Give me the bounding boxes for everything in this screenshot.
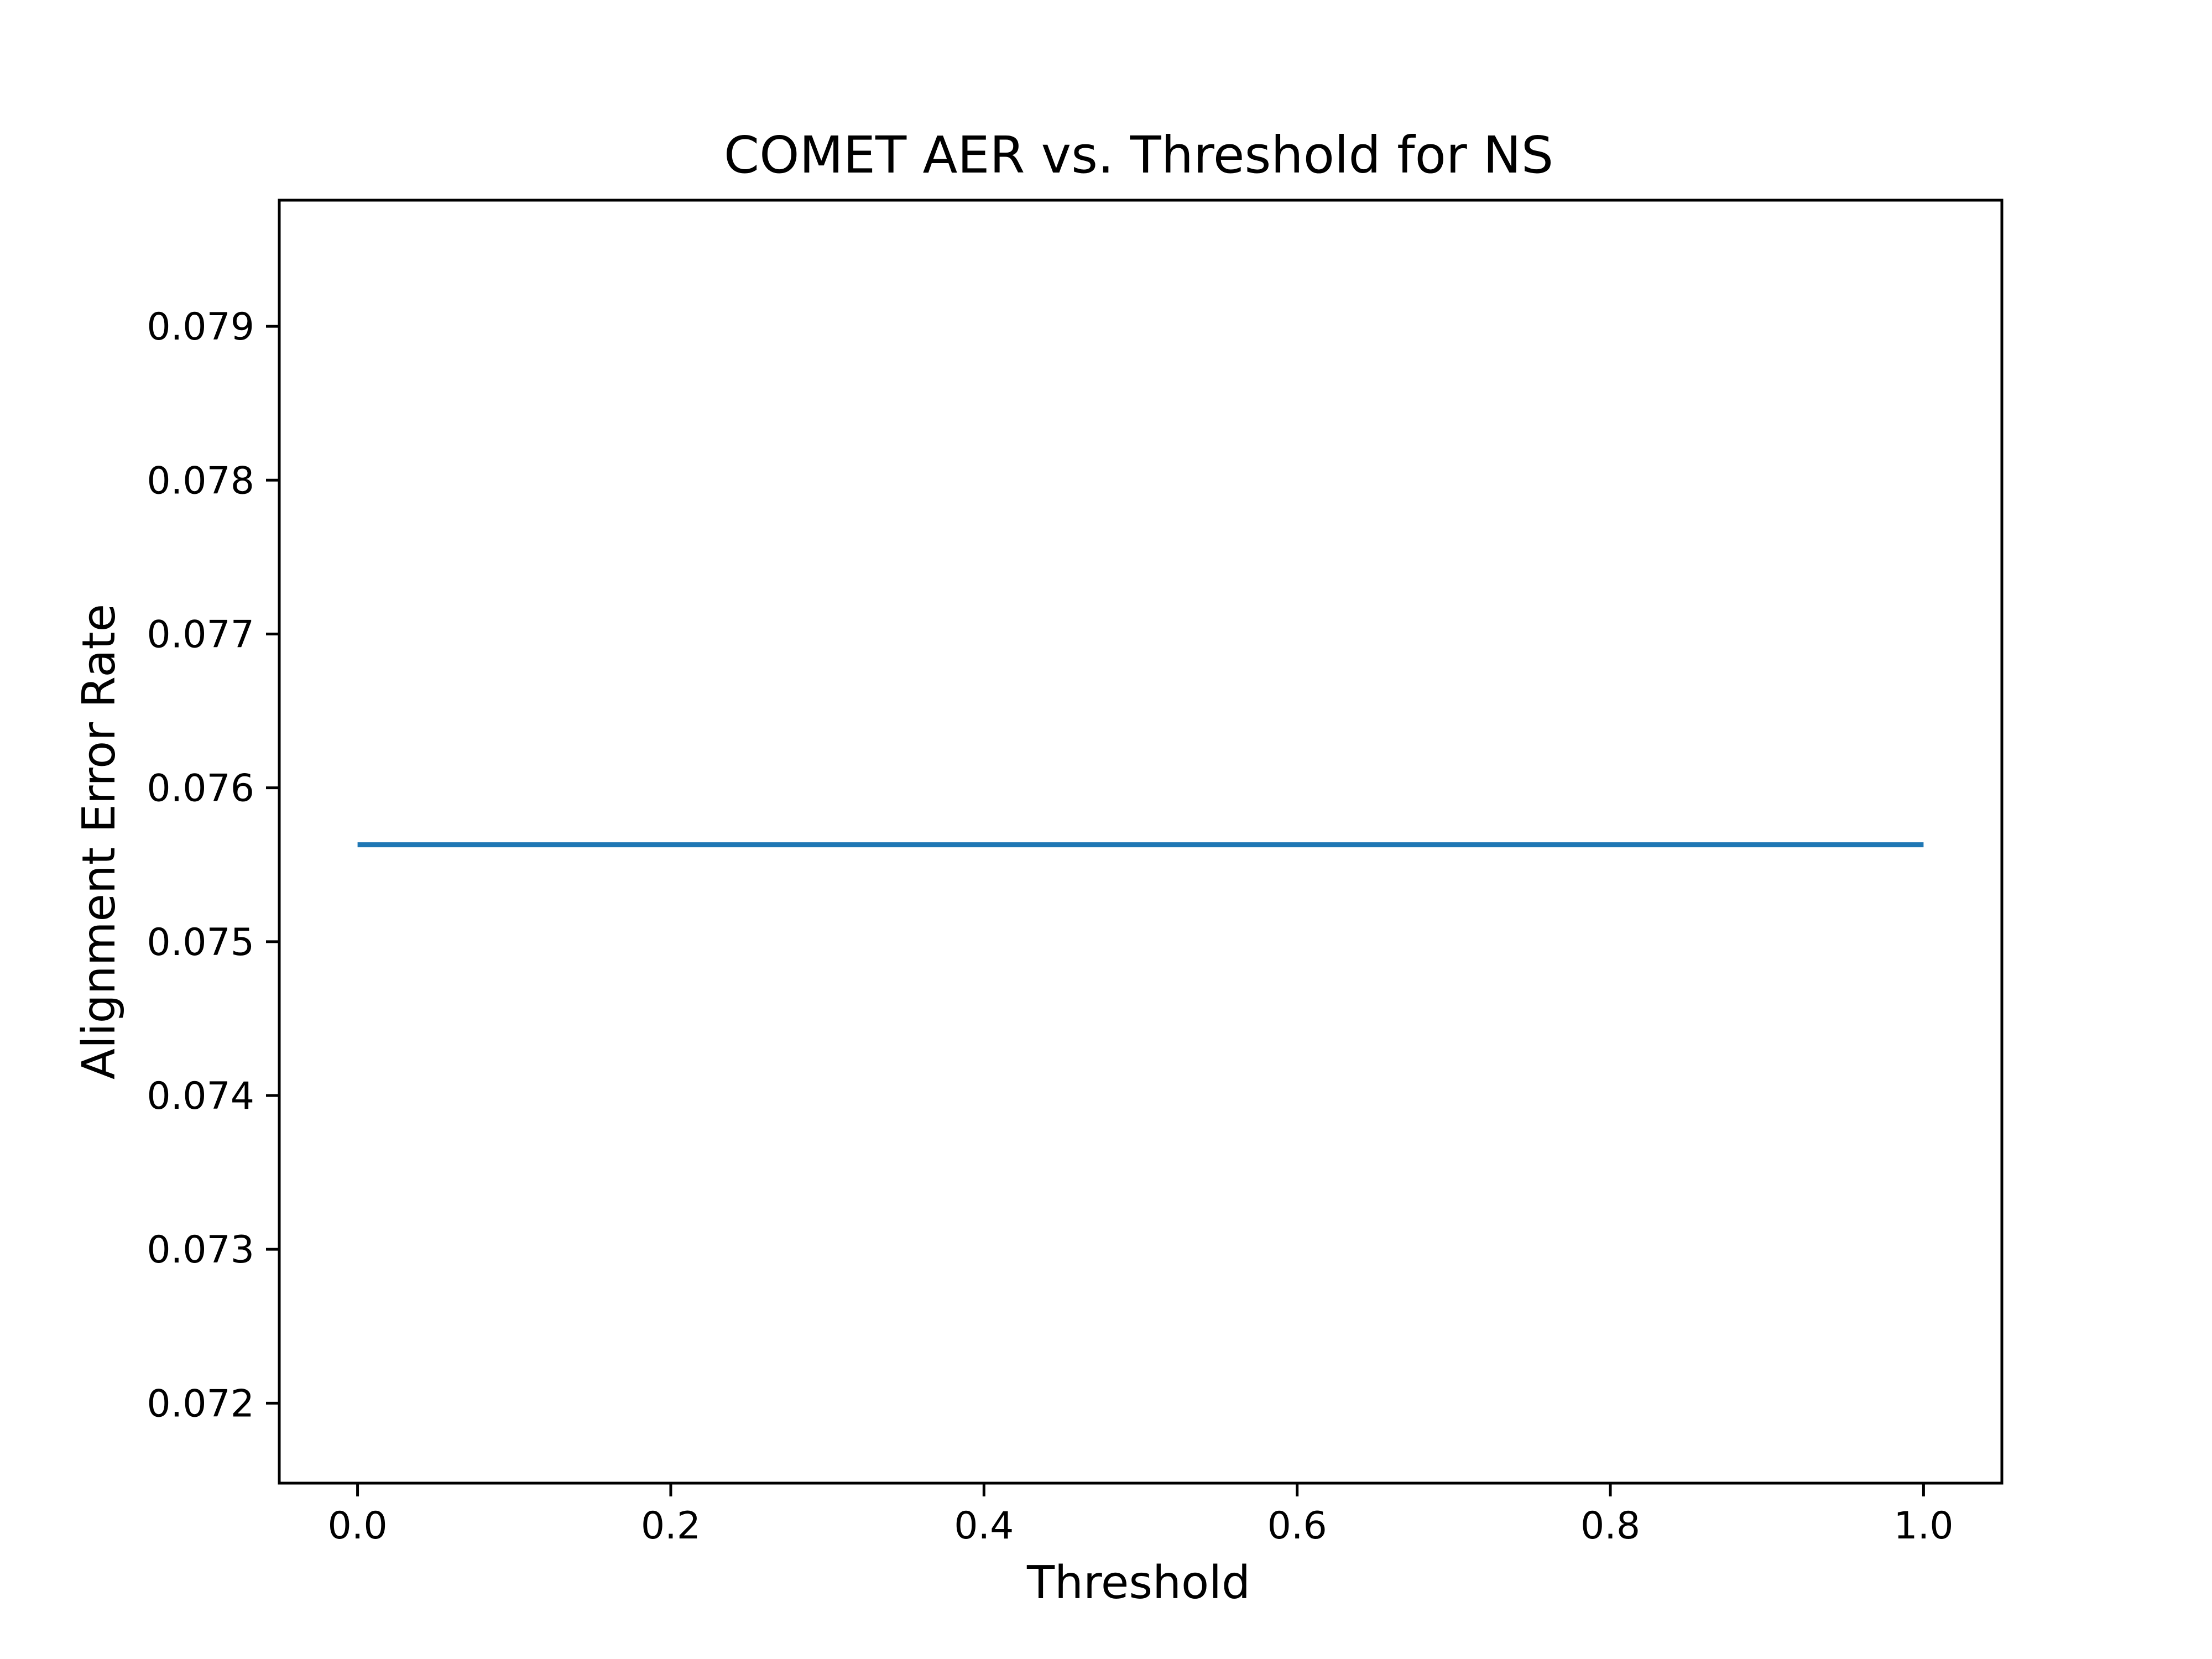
- x-tick-label: 0.0: [328, 1504, 388, 1548]
- x-axis-ticks: 0.0 0.2 0.4 0.6 0.8 1.0: [328, 1483, 1953, 1548]
- y-tick-label: 0.074: [147, 1074, 254, 1118]
- x-tick-label: 0.6: [1267, 1504, 1327, 1548]
- y-tick-label: 0.072: [147, 1382, 254, 1426]
- y-axis-ticks: 0.072 0.073 0.074 0.075 0.076 0.077 0.078 0.079: [147, 305, 279, 1426]
- x-tick-label: 0.8: [1580, 1504, 1640, 1548]
- x-tick-label: 0.4: [954, 1504, 1014, 1548]
- x-tick-label: 0.2: [641, 1504, 701, 1548]
- x-tick-label: 1.0: [1893, 1504, 1953, 1548]
- x-axis-label: Threshold: [1026, 1557, 1250, 1609]
- y-tick-label: 0.075: [147, 921, 254, 964]
- plot-frame: [278, 199, 2004, 1485]
- y-tick-label: 0.076: [147, 767, 254, 811]
- y-tick-label: 0.077: [147, 613, 254, 656]
- y-tick-label: 0.073: [147, 1228, 254, 1272]
- chart-title: COMET AER vs. Threshold for NS: [724, 126, 1553, 185]
- y-axis-label: Alignment Error Rate: [73, 604, 126, 1079]
- y-tick-label: 0.079: [147, 305, 254, 349]
- y-tick-label: 0.078: [147, 459, 254, 503]
